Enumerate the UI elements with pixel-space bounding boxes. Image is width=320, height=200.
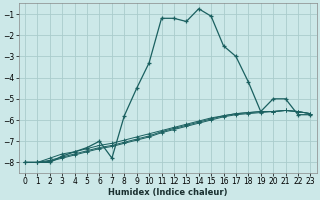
X-axis label: Humidex (Indice chaleur): Humidex (Indice chaleur) [108,188,228,197]
